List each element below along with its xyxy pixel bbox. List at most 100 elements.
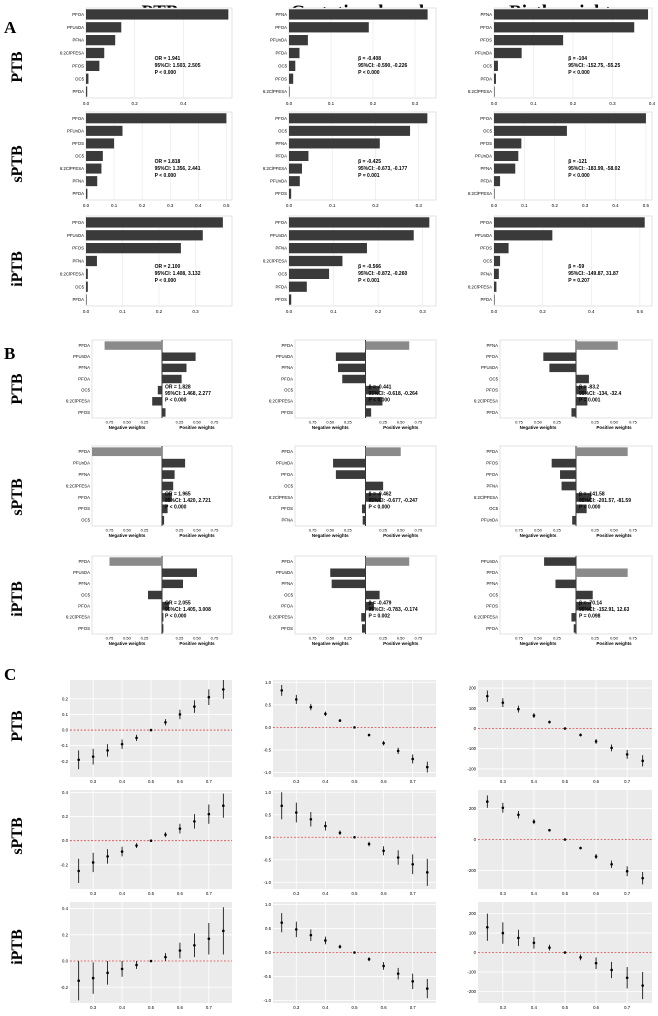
pb-ptb-birth-weight-stat-ci: 95%CI: -134, -32.4 xyxy=(579,391,621,397)
pb-sptb-birth-weight-xtick: 0.50 xyxy=(534,528,543,533)
pb-iptb-birth-weight-bar xyxy=(576,601,592,611)
pa-iptb-birth-weight-category-label: 6:2ClPFESA xyxy=(468,284,492,289)
pa-iptb-ptb-xtick: 0.1 xyxy=(119,309,126,314)
pb-sptb-ptb-bar xyxy=(162,493,172,502)
pb-sptb-birth-weight-category-label: 6:2ClPFESA xyxy=(474,495,498,500)
pa-ptb-gestational-week-xtick: 0.2 xyxy=(370,101,377,106)
pa-ptb-ptb-category-label: OC5 xyxy=(75,76,84,81)
pc-iptb-birth-weight-ytick: 200 xyxy=(469,911,477,916)
pc-sptb-gestational-week-point xyxy=(309,817,313,821)
pa-ptb-birth-weight-category-label: OC5 xyxy=(483,63,492,68)
pa-iptb-gestational-week-category-label: PFUnDA xyxy=(270,233,287,238)
pa-sptb-ptb-xtick: 0.0 xyxy=(83,203,90,208)
pc-iptb-gestational-week-ytick: -0.5 xyxy=(264,974,272,979)
pb-sptb-ptb-category-label: OC5 xyxy=(81,518,90,523)
pb-sptb-birth-weight-category-label: PFDA xyxy=(487,449,499,454)
pb-ptb-birth-weight-bar xyxy=(576,385,587,395)
pc-iptb-ptb-point xyxy=(135,963,138,967)
pc-iptb-gestational-week-point xyxy=(353,951,356,954)
pc-iptb-gestational-week-point xyxy=(309,933,313,937)
pa-ptb-birth-weight-bar xyxy=(494,86,495,97)
pa-sptb-birth-weight-frame xyxy=(493,111,653,201)
pa-sptb-ptb-xtick: 0.2 xyxy=(139,203,146,208)
pa-sptb-ptb-category-label: PFOA xyxy=(72,116,84,121)
pa-ptb-ptb-bar xyxy=(86,47,105,59)
pb-ptb-gestational-week-bar xyxy=(338,363,366,373)
pa-iptb-ptb-category-label: PFUnDA xyxy=(67,233,84,238)
pb-iptb-ptb-category-label: PFDA xyxy=(79,559,91,564)
pb-iptb-birth-weight-xtick: 0.25 xyxy=(591,636,600,641)
pc-sptb-ptb-point xyxy=(164,833,167,836)
pc-ptb-gestational-week-xtick: 0.3 xyxy=(293,779,300,784)
pa-sptb-gestational-week-xtick: 0.0 xyxy=(286,203,293,208)
pb-iptb-birth-weight-category-label: PFUnDA xyxy=(481,559,498,564)
pa-iptb-gestational-week-bar xyxy=(289,281,307,292)
pb-iptb-ptb-bar xyxy=(148,590,162,600)
pb-ptb-birth-weight-stat-p: P = 0.001 xyxy=(579,397,601,403)
pc-sptb-ptb-ytick: 0.4 xyxy=(62,790,69,795)
pa-iptb-gestational-week-stat-p: P < 0.001 xyxy=(358,278,380,284)
pa-iptb-birth-weight-bar xyxy=(494,230,553,241)
pb-sptb-ptb-xtick: 0.75 xyxy=(106,528,115,533)
pa-iptb-birth-weight-stat-p: P = 0.207 xyxy=(568,278,590,284)
pc-iptb-ptb-point xyxy=(77,979,80,983)
pc-iptb-birth-weight-point xyxy=(625,976,629,980)
pa-iptb-birth-weight-stat-estimate: β = -59 xyxy=(568,264,584,270)
pa-iptb-birth-weight-xtick: 0.2 xyxy=(539,309,546,314)
pc-iptb-gestational-week-point xyxy=(338,945,342,949)
pb-sptb-gestational-week-xtick: 0.75 xyxy=(309,528,318,533)
pb-ptb-ptb-bar xyxy=(162,408,166,417)
pb-iptb-ptb-xtick: 0.50 xyxy=(193,636,202,641)
pb-ptb-ptb-category-label: 6:2ClPFESA xyxy=(66,399,90,404)
pb-iptb-ptb-category-label: 6:2ClPFESA xyxy=(66,615,90,620)
pa-ptb-gestational-week-frame xyxy=(288,7,437,99)
pa-sptb-gestational-week-bar xyxy=(289,138,380,149)
pb-sptb-ptb-bar xyxy=(162,458,186,468)
pc-ptb-ptb-point xyxy=(91,755,95,758)
pa-sptb-ptb-bar xyxy=(86,163,102,174)
pa-ptb-birth-weight-category-label: PFDA xyxy=(481,76,493,81)
pa-sptb-ptb-xtick: 0.3 xyxy=(167,203,174,208)
pc-iptb-birth-weight-ytick: -100 xyxy=(467,969,476,974)
pa-ptb-gestational-week-stat-ci: 95%CI: -0.590, -0.226 xyxy=(358,63,407,69)
pb-ptb-ptb-bar xyxy=(162,374,182,384)
pa-ptb-ptb-stat-ci: 95%CI: 1.503, 2.505 xyxy=(155,63,201,69)
pc-ptb-ptb-xtick: 0.5 xyxy=(148,779,155,784)
pb-ptb-gestational-week-xtick: 0.25 xyxy=(344,420,353,425)
pb-sptb-birth-weight-category-label: PFNA xyxy=(487,483,499,488)
pc-iptb-ptb-point xyxy=(91,976,95,980)
pb-ptb-ptb-stat-ci: 95%CI: 1.468, 2.277 xyxy=(165,391,211,397)
pb-sptb-birth-weight-category-label: PFUnDA xyxy=(481,518,498,523)
pb-ptb-birth-weight-positive-weights-label: Positive weights xyxy=(596,425,632,430)
pa-iptb-gestational-week-xtick: 0.3 xyxy=(420,309,427,314)
pc-sptb-birth-weight-point xyxy=(594,855,598,858)
pa-ptb-ptb-frame xyxy=(85,7,233,99)
pa-sptb-birth-weight-bar xyxy=(494,163,516,174)
pc-sptb-ptb-point xyxy=(207,812,211,816)
pc-ptb-ptb-point xyxy=(222,688,225,691)
pc-iptb-gestational-week-point xyxy=(280,921,284,924)
pb-sptb-gestational-week-bar xyxy=(365,447,401,457)
pb-ptb-birth-weight-category-label: OC5 xyxy=(489,376,498,381)
pc-ptb-gestational-week-point xyxy=(353,726,356,729)
pb-sptb-gestational-week-category-label: PFUnDA xyxy=(276,461,293,466)
pc-sptb-gestational-week-point xyxy=(411,862,415,866)
pb-sptb-ptb-category-label: PFUnDA xyxy=(73,461,90,466)
pa-iptb-ptb-bar xyxy=(86,281,88,292)
pb-iptb-birth-weight-bar xyxy=(576,568,628,577)
pc-ptb-ptb-ytick: 0.0 xyxy=(62,728,69,733)
pc-sptb-birth-weight-xtick: 0.7 xyxy=(624,891,631,896)
pa-sptb-ptb-bar xyxy=(86,188,88,199)
pb-ptb-birth-weight-xtick: 0.25 xyxy=(553,420,562,425)
pb-ptb-gestational-week-xtick: 0.75 xyxy=(414,420,423,425)
pb-ptb-gestational-week-xtick: 0.50 xyxy=(397,420,406,425)
pc-sptb-gestational-week-ytick: 0.0 xyxy=(265,835,272,840)
pc-ptb-ptb-ytick: -0.1 xyxy=(61,743,69,748)
pb-iptb-birth-weight-xtick: 0.75 xyxy=(629,636,638,641)
pb-sptb-gestational-week-bar xyxy=(361,504,366,514)
pc-sptb-gestational-week-point xyxy=(294,811,298,814)
pc-sptb-ptb-point xyxy=(178,827,182,830)
pa-sptb-gestational-week-bar xyxy=(289,188,292,199)
pb-ptb-gestational-week-bar xyxy=(365,408,372,417)
pc-iptb-birth-weight-point xyxy=(532,941,536,945)
